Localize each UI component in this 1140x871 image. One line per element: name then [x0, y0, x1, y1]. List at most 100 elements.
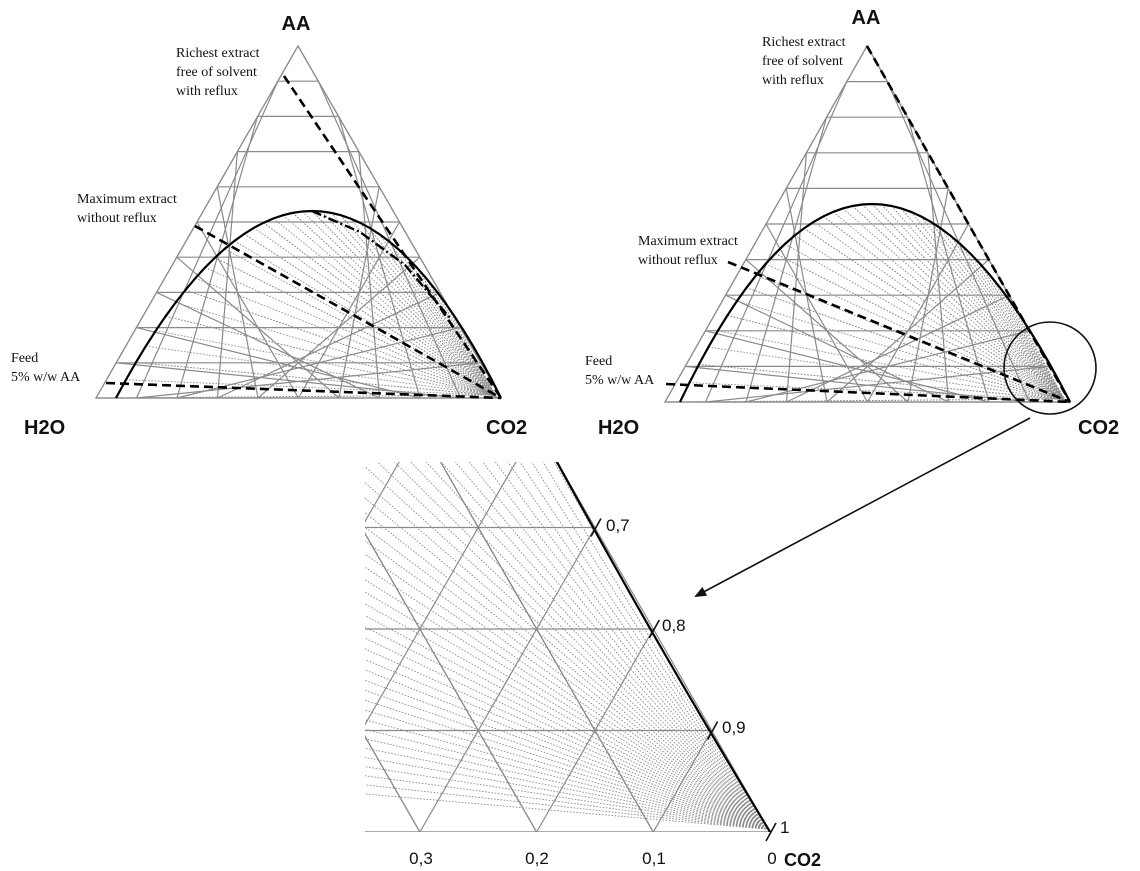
left-annotation-richest-3: with reflux — [176, 84, 238, 99]
left-ternary-grid — [94, 44, 503, 399]
right-tie-line — [979, 263, 1066, 403]
left-grid-left-diagonal — [136, 327, 421, 399]
right-tie-line — [930, 221, 1066, 402]
zoom-bottom-tick-0-3: 0,3 — [409, 849, 433, 868]
zoom-tie-line — [365, 526, 767, 830]
zoom-grid-diagonal-c — [11, 325, 303, 833]
zoom-corner-label: CO2 — [784, 850, 821, 870]
left-tie-lines — [115, 210, 498, 399]
zoom-tie-line — [376, 462, 767, 830]
zoom-tie-line — [531, 462, 767, 830]
zoom-arrow — [694, 417, 1031, 597]
right-annotation-feed-2: 5% w/w AA — [585, 373, 655, 388]
zoom-tie-line — [365, 689, 767, 830]
right-grid-right-diagonal — [907, 188, 949, 403]
right-tie-line — [794, 235, 1063, 401]
right-tie-line — [871, 203, 1065, 402]
right-tie-line — [775, 253, 1063, 401]
zoom-edge-tick-mark — [765, 822, 777, 842]
zoom-tick-0-7: 0,7 — [606, 516, 630, 535]
zoom-tie-line — [365, 756, 767, 830]
zoom-tie-line — [365, 540, 767, 830]
zoom-tie-line — [519, 462, 767, 830]
zoom-tie-lines — [365, 462, 767, 830]
zoom-tie-line — [365, 553, 767, 830]
right-annotation-richest-1: Richest extract — [762, 35, 846, 50]
right-tie-line — [832, 211, 1064, 401]
right-tie-lines — [679, 203, 1067, 403]
zoom-tie-line — [482, 462, 767, 830]
right-annotation-maximum-1: Maximum extract — [638, 234, 738, 249]
zoom-tie-line — [553, 462, 767, 830]
right-tie-line — [746, 287, 1062, 401]
right-ternary-diagram: AA H2O CO2 Richest extract free of solve… — [585, 7, 1119, 439]
left-tie-line — [330, 212, 496, 398]
left-tie-line — [175, 302, 493, 397]
zoom-tie-line — [365, 466, 767, 830]
left-feed-line — [105, 381, 502, 400]
right-grid-right-diagonal — [927, 152, 950, 403]
zoom-edge-tick-mark — [706, 721, 719, 740]
zoom-tie-line — [365, 659, 767, 830]
right-tie-line — [727, 314, 1062, 400]
zoom-tick-0-8: 0,8 — [662, 616, 686, 635]
zoom-tie-line — [365, 775, 767, 830]
left-tie-line — [444, 302, 498, 399]
zoom-tie-line — [454, 462, 767, 830]
zoom-tie-line — [365, 637, 767, 830]
left-tie-line — [282, 214, 495, 397]
zoom-grid-diagonal-c — [365, 735, 421, 832]
right-tie-line — [1009, 300, 1067, 403]
zoom-grid-diagonal-b — [365, 462, 400, 523]
zoom-tie-line — [468, 462, 767, 830]
right-tie-line — [989, 275, 1067, 403]
right-tie-line — [861, 204, 1064, 402]
left-annotation-feed-2: 5% w/w AA — [11, 370, 81, 385]
right-ternary-grid — [663, 44, 1072, 403]
zoom-grid-diagonal-a — [70, 426, 303, 832]
right-grid-left-diagonal — [745, 259, 909, 403]
right-tie-line — [920, 216, 1065, 402]
zoom-tie-line — [365, 648, 767, 830]
right-richest-extract-line — [865, 45, 1072, 403]
zoom-bottom-tick-0: 0 — [767, 849, 776, 868]
right-vertex-label-top: AA — [852, 7, 881, 29]
zoom-edge-tick-mark — [648, 619, 660, 639]
right-tie-line — [755, 274, 1062, 401]
zoom-tie-line — [393, 462, 767, 830]
zoom-grid-diagonal-b — [652, 730, 713, 832]
right-tie-line — [959, 243, 1066, 402]
right-grid-left-diagonal — [705, 330, 990, 403]
zoom-tie-line — [365, 728, 767, 830]
right-maximum-extract-line — [727, 260, 1071, 404]
zoom-tie-line — [425, 462, 767, 830]
zoom-tie-line — [365, 709, 767, 830]
zoom-tie-line — [365, 747, 767, 830]
left-tie-line — [397, 248, 497, 398]
zoom-tie-line — [507, 462, 767, 830]
left-tie-line — [406, 257, 497, 398]
left-tie-line — [253, 227, 494, 397]
left-tie-line — [263, 222, 495, 397]
zoom-tie-line — [365, 699, 767, 830]
right-feed-line — [665, 382, 1071, 404]
left-tie-line — [302, 211, 495, 398]
left-annotation-maximum-1: Maximum extract — [77, 192, 177, 207]
right-tie-line — [842, 208, 1064, 401]
zoom-grid-diagonal-b — [0, 122, 362, 833]
left-ternary-diagram: AA H2O CO2 Richest extract free of solve… — [11, 13, 527, 439]
left-tie-line — [155, 330, 492, 396]
zoom-axis-ticks — [590, 518, 777, 842]
zoom-tie-line — [365, 719, 767, 830]
left-grid-left-diagonal — [116, 362, 461, 399]
left-vertex-label-left: H2O — [24, 417, 65, 439]
left-tie-line — [273, 218, 495, 397]
left-tie-line — [425, 278, 498, 399]
right-grid-right-diagonal — [866, 223, 970, 403]
right-tie-line — [823, 216, 1064, 401]
right-grid-left-diagonal — [685, 365, 1030, 403]
right-annotation-richest-2: free of solvent — [762, 54, 843, 69]
right-tie-line — [689, 382, 1061, 400]
zoom-inset: 0,7 0,8 0,9 1 0,3 0,2 0,1 0 CO2 — [0, 122, 821, 870]
zoom-tie-line — [365, 566, 767, 830]
